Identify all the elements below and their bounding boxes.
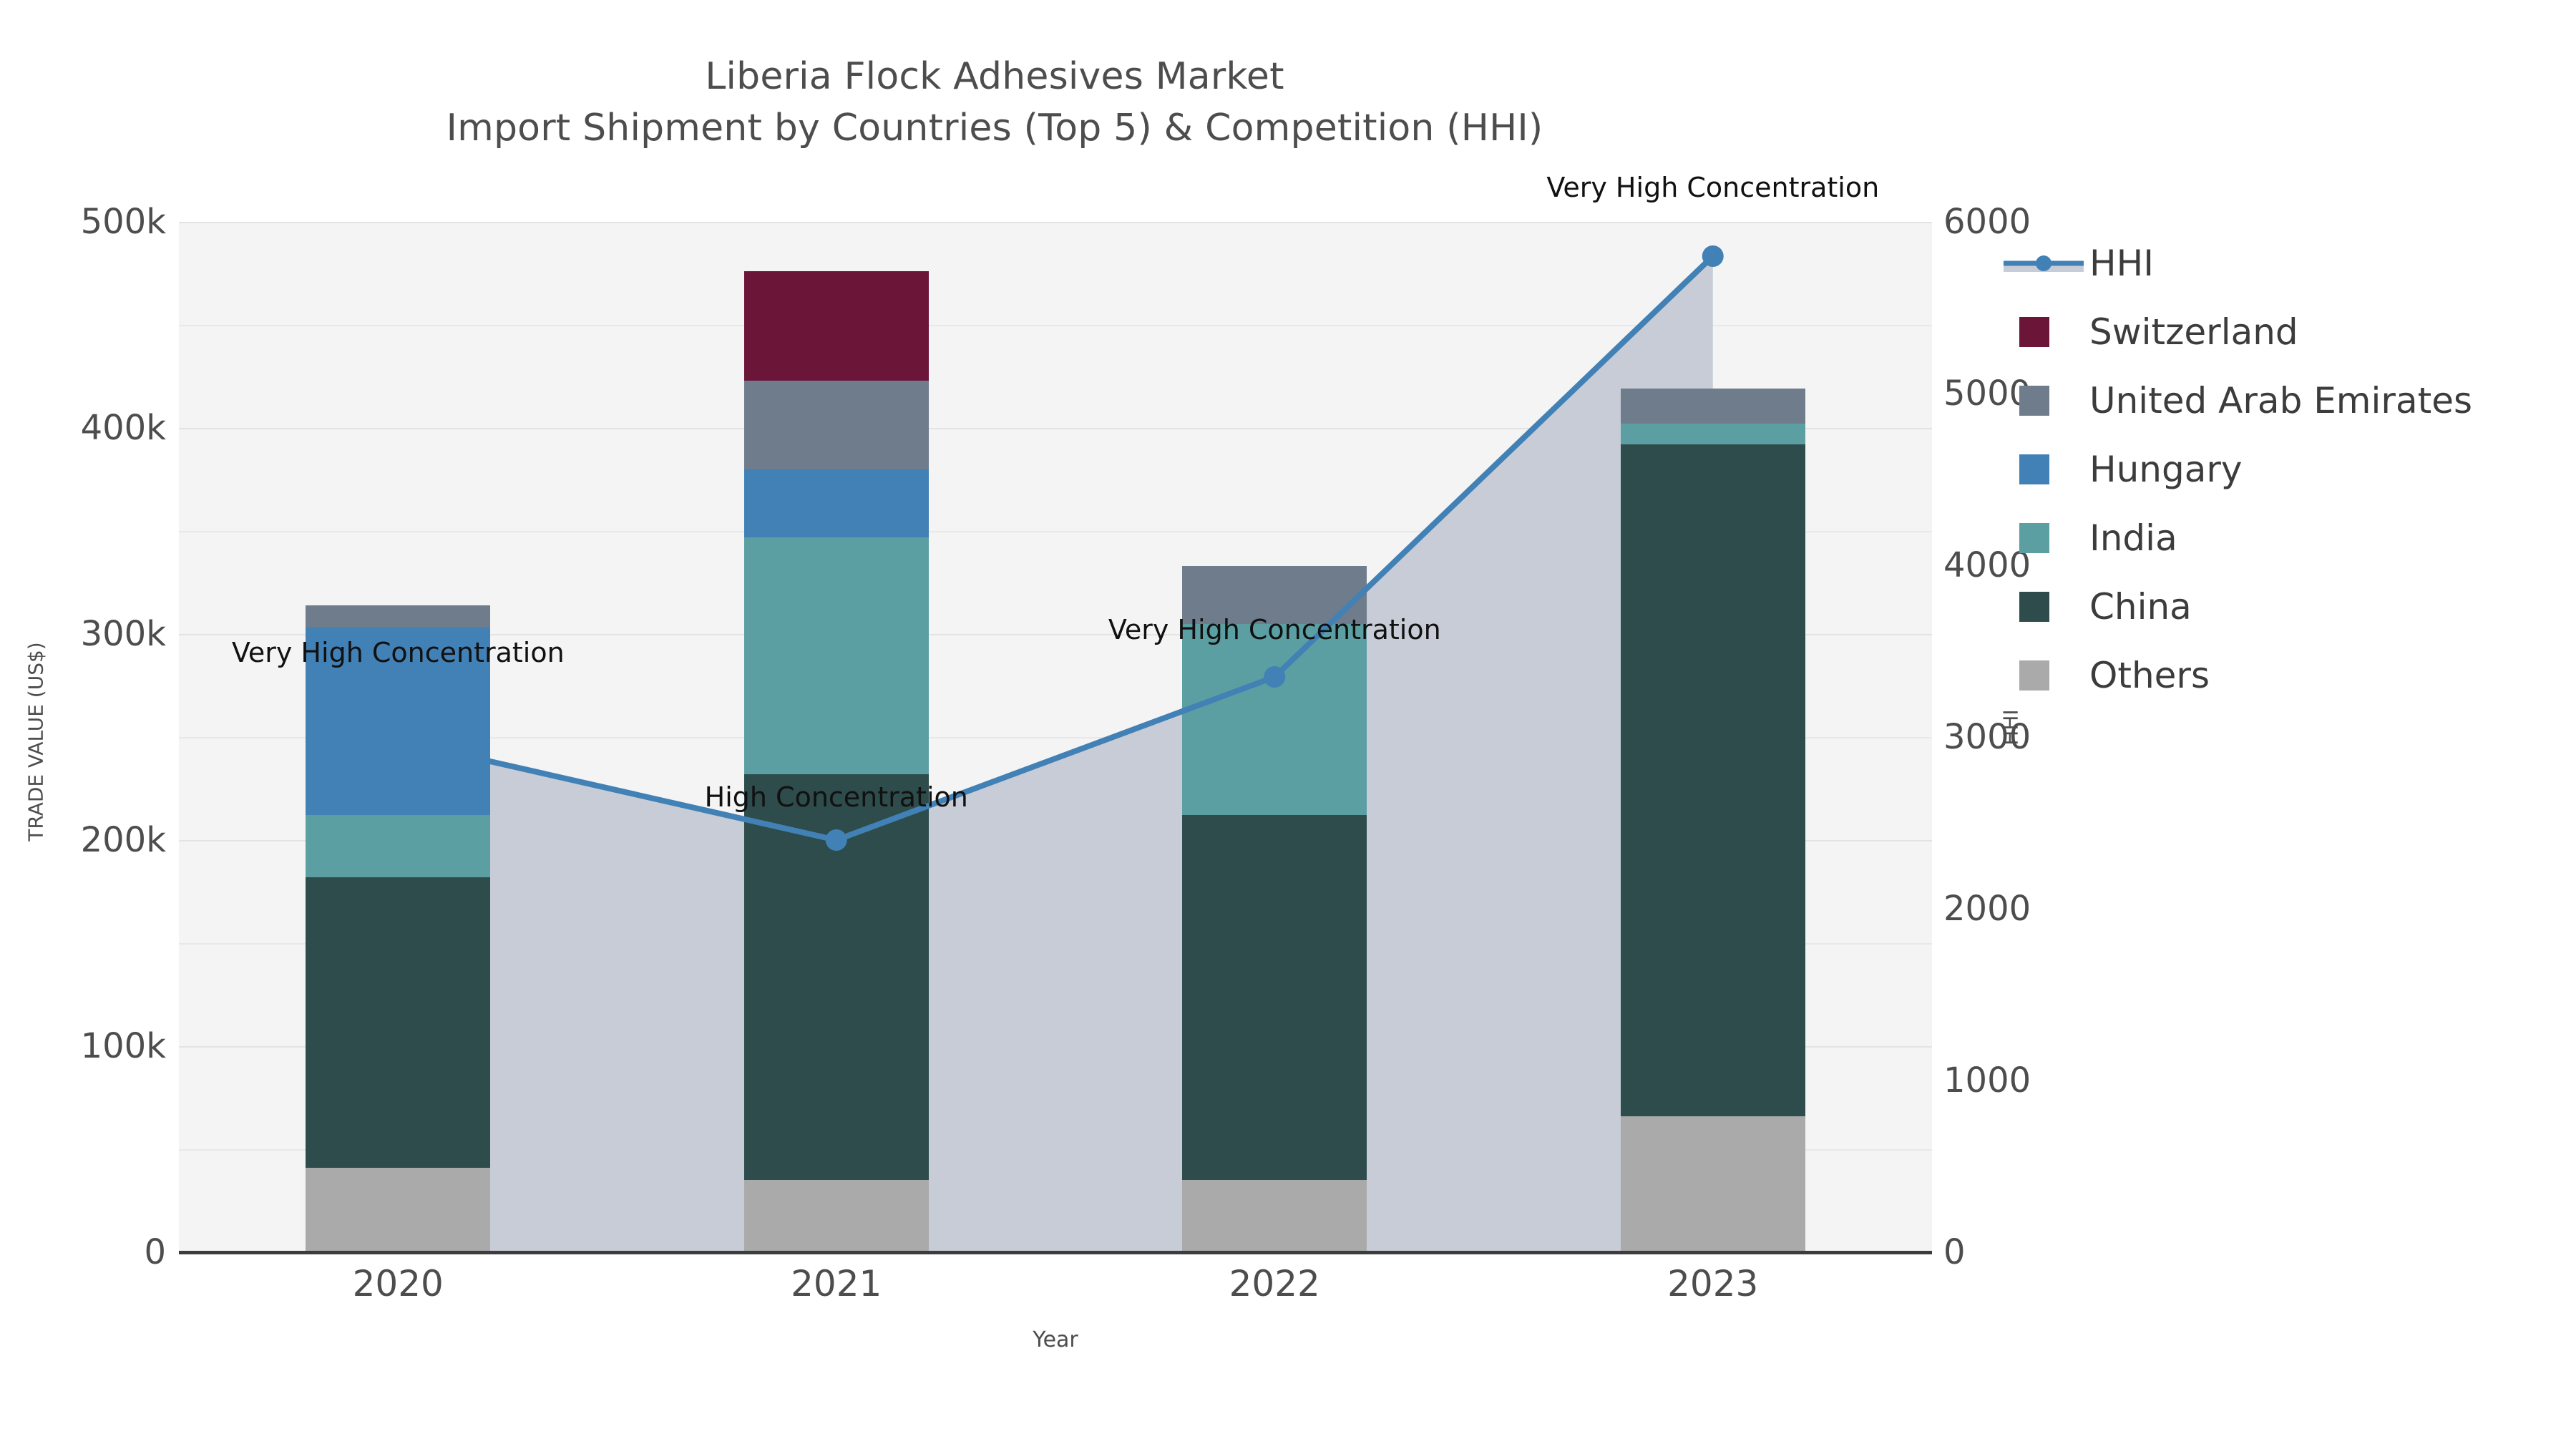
bar-segment[interactable] xyxy=(1620,1116,1805,1252)
bar-segment[interactable] xyxy=(306,877,491,1168)
hhi-data-point[interactable] xyxy=(825,829,847,851)
legend-color-swatch xyxy=(2019,317,2049,347)
legend-item-label: Switzerland xyxy=(2089,311,2298,353)
y-axis-left-tick-label: 0 xyxy=(144,1232,166,1272)
bar-segment[interactable] xyxy=(743,469,929,537)
concentration-label: High Concentration xyxy=(704,781,968,813)
legend-color-swatch xyxy=(2019,386,2049,416)
y-axis-left-tick-label: 500k xyxy=(80,202,166,242)
chart-title-line-1: Liberia Flock Adhesives Market xyxy=(705,55,1284,98)
gridline xyxy=(179,428,1932,429)
legend-item[interactable]: Switzerland xyxy=(2004,298,2547,366)
hhi-area-polygon xyxy=(398,256,1713,1252)
bar-segment[interactable] xyxy=(743,537,929,774)
y-axis-right-tick-label: 1000 xyxy=(1943,1060,2031,1101)
bar-segment[interactable] xyxy=(1620,424,1805,445)
bar-segment[interactable] xyxy=(743,271,929,381)
bar-segment[interactable] xyxy=(1182,1180,1367,1252)
x-axis-tick-label: 2020 xyxy=(352,1263,444,1304)
bar-segment[interactable] xyxy=(1182,623,1367,816)
gridline xyxy=(179,737,1932,738)
bar-stacks xyxy=(179,222,1932,1252)
x-axis-tick-label: 2022 xyxy=(1229,1263,1320,1304)
legend-color-swatch xyxy=(2019,592,2049,622)
chart-legend: HHI Switzerland United Arab Emirates Hungar… xyxy=(2004,229,2547,710)
plot-area: Very High Concentration High Concentratio… xyxy=(179,172,1932,1254)
legend-item[interactable]: Others xyxy=(2004,641,2547,710)
y-axis-right-tick-label: 2000 xyxy=(1943,889,2031,929)
bar-stack[interactable] xyxy=(1620,222,1805,1252)
y-axis-left-title: TRADE VALUE (US$) xyxy=(24,642,48,841)
hhi-data-point[interactable] xyxy=(1264,666,1286,688)
legend-item[interactable]: United Arab Emirates xyxy=(2004,366,2547,435)
concentration-label: Very High Concentration xyxy=(231,636,565,668)
x-axis-line xyxy=(179,1251,1932,1254)
y-axis-right-tick-label: 4000 xyxy=(1943,545,2031,585)
y-axis-right-tick-label: 0 xyxy=(1943,1232,1966,1272)
hhi-line-svg xyxy=(387,245,1724,851)
y-axis-right-tick-label: 6000 xyxy=(1943,202,2031,242)
legend-item[interactable]: Hungary xyxy=(2004,435,2547,504)
square-swatch-icon[interactable] xyxy=(2004,641,2089,710)
hhi-data-point[interactable] xyxy=(1702,245,1724,267)
chart-title: Liberia Flock Adhesives Market Import Sh… xyxy=(0,52,1989,155)
hhi-data-point[interactable] xyxy=(387,729,409,751)
bar-stack[interactable] xyxy=(743,222,929,1252)
chart-title-line-2: Import Shipment by Countries (Top 5) & C… xyxy=(446,106,1543,150)
bar-segment[interactable] xyxy=(306,1167,491,1252)
square-swatch-icon[interactable] xyxy=(2004,298,2089,366)
hhi-legend-line-icon xyxy=(2004,255,2084,272)
legend-item-label: China xyxy=(2089,586,2192,628)
bar-segment[interactable] xyxy=(1620,444,1805,1116)
y-axis-left-tick-label: 200k xyxy=(80,820,166,860)
legend-item-label: India xyxy=(2089,517,2177,559)
concentration-annotations: Very High Concentration High Concentratio… xyxy=(179,172,1932,1252)
square-swatch-icon[interactable] xyxy=(2004,435,2089,504)
hhi-line xyxy=(179,222,1932,1252)
square-swatch-icon[interactable] xyxy=(2004,366,2089,435)
bar-stack[interactable] xyxy=(1182,222,1367,1252)
legend-item[interactable]: HHI xyxy=(2004,229,2547,298)
gridline xyxy=(179,222,1932,223)
bar-segment[interactable] xyxy=(306,628,491,816)
legend-item[interactable]: China xyxy=(2004,572,2547,641)
legend-color-swatch xyxy=(2019,523,2049,553)
y-axis-right-tick-label: 5000 xyxy=(1943,374,2031,414)
bar-segment[interactable] xyxy=(1182,815,1367,1181)
y-axis-left-tick-label: 300k xyxy=(80,614,166,654)
legend-item-label: United Arab Emirates xyxy=(2089,380,2473,421)
square-swatch-icon[interactable] xyxy=(2004,504,2089,572)
concentration-label: Very High Concentration xyxy=(1546,172,1880,203)
gridline xyxy=(179,634,1932,635)
legend-color-swatch xyxy=(2019,660,2049,691)
bar-segment[interactable] xyxy=(306,815,491,877)
hhi-polyline xyxy=(395,253,1716,843)
bar-stack[interactable] xyxy=(306,222,491,1252)
hhi-area-fill xyxy=(179,222,1932,1252)
x-axis-tick-label: 2021 xyxy=(791,1263,882,1304)
hhi-area-svg xyxy=(398,256,1713,1252)
legend-item-label: Hungary xyxy=(2089,449,2243,490)
bar-segment[interactable] xyxy=(743,1180,929,1252)
legend-item-label: Others xyxy=(2089,655,2210,696)
legend-item-label: HHI xyxy=(2089,243,2154,284)
y-axis-left-tick-label: 100k xyxy=(80,1026,166,1066)
concentration-label: Very High Concentration xyxy=(1108,614,1441,645)
legend-item[interactable]: India xyxy=(2004,504,2547,572)
y-axis-left-tick-label: 400k xyxy=(80,408,166,448)
line-marker-icon[interactable] xyxy=(2004,229,2089,298)
legend-color-swatch xyxy=(2019,454,2049,484)
square-swatch-icon[interactable] xyxy=(2004,572,2089,641)
x-axis-tick-label: 2023 xyxy=(1667,1263,1759,1304)
y-axis-right-tick-label: 3000 xyxy=(1943,717,2031,757)
gridline xyxy=(179,531,1932,532)
x-axis-title: Year xyxy=(1033,1327,1078,1352)
bar-segment[interactable] xyxy=(1620,389,1805,424)
bar-segment[interactable] xyxy=(306,605,491,628)
bar-segment[interactable] xyxy=(743,380,929,469)
gridline xyxy=(179,325,1932,326)
